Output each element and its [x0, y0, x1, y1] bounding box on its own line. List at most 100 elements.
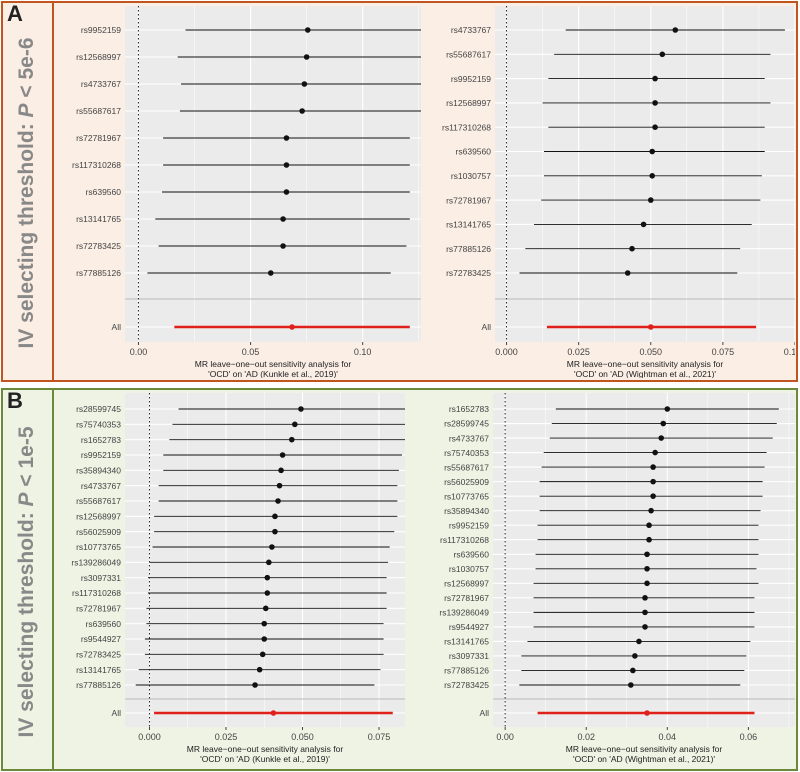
snp-estimate-point: [280, 216, 286, 222]
x-axis-title-line1: MR leave−one−out sensitivity analysis fo…: [195, 359, 352, 369]
snp-label: rs10773765: [444, 491, 489, 501]
forest-plot-a-kunkle: rs9952159 rs12568997 rs4733767 rs55687617 rs…: [72, 6, 421, 378]
snp-label: rs9952159: [449, 520, 489, 530]
snp-label: rs9544927: [81, 634, 121, 644]
x-axis-title-line2: 'OCD' on 'AD (Wightman et al., 2021)': [573, 754, 715, 764]
snp-estimate-point: [266, 559, 272, 566]
snp-label: rs72781967: [76, 604, 121, 614]
forest-plot-b-wightman: rs1652783 rs28599745 rs4733767 rs75740353 rs…: [439, 393, 795, 764]
snp-label: rs77885126: [76, 680, 121, 690]
snp-estimate-point: [276, 482, 283, 489]
snp-label: rs56025909: [76, 527, 121, 537]
snp-label: rs117310268: [442, 122, 491, 132]
x-tick-label: 0.00: [130, 347, 148, 357]
x-axis-title-line1: MR leave−one−out sensitivity analysis fo…: [187, 744, 344, 754]
all-estimate-point: [289, 324, 295, 330]
snp-label: rs117310268: [72, 588, 121, 598]
snp-label: rs72781967: [444, 593, 489, 603]
snp-label: rs28599745: [76, 404, 121, 414]
snp-estimate-point: [269, 544, 275, 550]
x-tick-label: 0.000: [495, 347, 518, 357]
x-axis-title-line2: 'OCD' on 'AD (Kunkle et al., 2019)': [208, 369, 338, 378]
x-tick-label: 0.00: [496, 732, 514, 742]
snp-label: rs35894340: [76, 466, 121, 476]
snp-estimate-point: [256, 666, 263, 673]
snp-label: rs4733767: [81, 481, 121, 491]
snp-estimate-point: [652, 449, 658, 456]
snp-estimate-point: [629, 245, 635, 252]
x-tick-label: 0.050: [640, 347, 663, 357]
snp-label: rs55687617: [76, 106, 121, 116]
snp-label: rs55687617: [446, 50, 491, 60]
snp-label: rs77885126: [76, 268, 121, 278]
snp-label: rs117310268: [440, 535, 489, 545]
all-label: All: [112, 708, 122, 718]
all-estimate-point: [647, 324, 654, 330]
panel-a-threshold-title: IV selecting threshold: P < 5e-6: [15, 37, 39, 348]
x-tick-label: 0.075: [368, 732, 391, 742]
snp-estimate-point: [264, 574, 271, 581]
snp-label: rs75740353: [76, 420, 121, 430]
panel-b-letter: B: [7, 388, 23, 413]
x-tick-label: 0.02: [577, 732, 595, 742]
snp-estimate-point: [640, 221, 647, 228]
snp-label: rs77885126: [446, 244, 491, 254]
snp-label: rs10773765: [76, 542, 121, 552]
snp-estimate-point: [272, 513, 278, 520]
snp-estimate-point: [279, 452, 286, 458]
x-axis-title-line1: MR leave−one−out sensitivity analysis fo…: [567, 359, 724, 369]
snp-label: rs639560: [454, 549, 490, 559]
snp-estimate-point: [262, 605, 269, 612]
snp-estimate-point: [672, 27, 679, 33]
snp-estimate-point: [283, 189, 290, 195]
snp-estimate-point: [301, 81, 308, 87]
x-tick-label: 0.100: [784, 347, 795, 357]
snp-label: rs9952159: [451, 74, 491, 84]
plot-background: [125, 6, 421, 342]
snp-label: rs1030757: [451, 171, 491, 181]
snp-label: rs77885126: [444, 666, 489, 676]
snp-estimate-point: [644, 580, 650, 587]
snp-label: rs75740353: [444, 448, 489, 458]
snp-estimate-point: [652, 100, 658, 106]
snp-label: rs13141765: [446, 220, 491, 230]
snp-estimate-point: [628, 682, 634, 688]
panel-b: B IV selecting threshold: P < 1e-5 rs285…: [1, 388, 798, 771]
snp-label: rs639560: [456, 147, 492, 157]
x-tick-label: 0.025: [567, 347, 590, 357]
snp-estimate-point: [283, 162, 290, 168]
panel-b-threshold-p: P: [15, 492, 38, 507]
panel-b-threshold-prefix: IV selecting threshold:: [15, 506, 38, 738]
panel-a-threshold-p: P: [15, 103, 38, 118]
forest-plot-b-kunkle: rs28599745 rs75740353 rs1652783 rs9952159 rs…: [71, 393, 405, 764]
snp-estimate-point: [636, 638, 642, 645]
snp-label: rs3097331: [81, 573, 121, 583]
x-tick-label: 0.10: [354, 347, 372, 357]
panel-a: A IV selecting threshold: P < 5e-6 rs995…: [1, 1, 798, 382]
snp-label: rs1652783: [81, 435, 121, 445]
snp-label: rs72781967: [76, 133, 121, 143]
snp-estimate-point: [644, 565, 650, 572]
panel-a-divider: [52, 3, 54, 380]
snp-estimate-point: [650, 464, 656, 470]
snp-label: rs4733767: [451, 25, 491, 35]
snp-estimate-point: [652, 124, 658, 130]
snp-estimate-point: [658, 435, 665, 441]
snp-label: rs639560: [86, 187, 122, 197]
snp-label: rs4733767: [449, 433, 489, 443]
all-label: All: [112, 322, 122, 332]
snp-label: rs72783425: [76, 650, 121, 660]
snp-label: rs12568997: [446, 98, 491, 108]
snp-estimate-point: [275, 498, 281, 504]
plot-background: [125, 393, 405, 727]
x-tick-label: 0.05: [242, 347, 260, 357]
plot-background: [493, 393, 795, 727]
snp-label: rs72781967: [446, 195, 491, 205]
snp-estimate-point: [644, 551, 650, 558]
snp-label: rs12568997: [444, 579, 489, 589]
snp-estimate-point: [252, 682, 258, 688]
snp-label: rs35894340: [444, 506, 489, 516]
x-tick-label: 0.075: [712, 347, 735, 357]
snp-estimate-point: [259, 651, 266, 658]
snp-estimate-point: [298, 406, 304, 412]
